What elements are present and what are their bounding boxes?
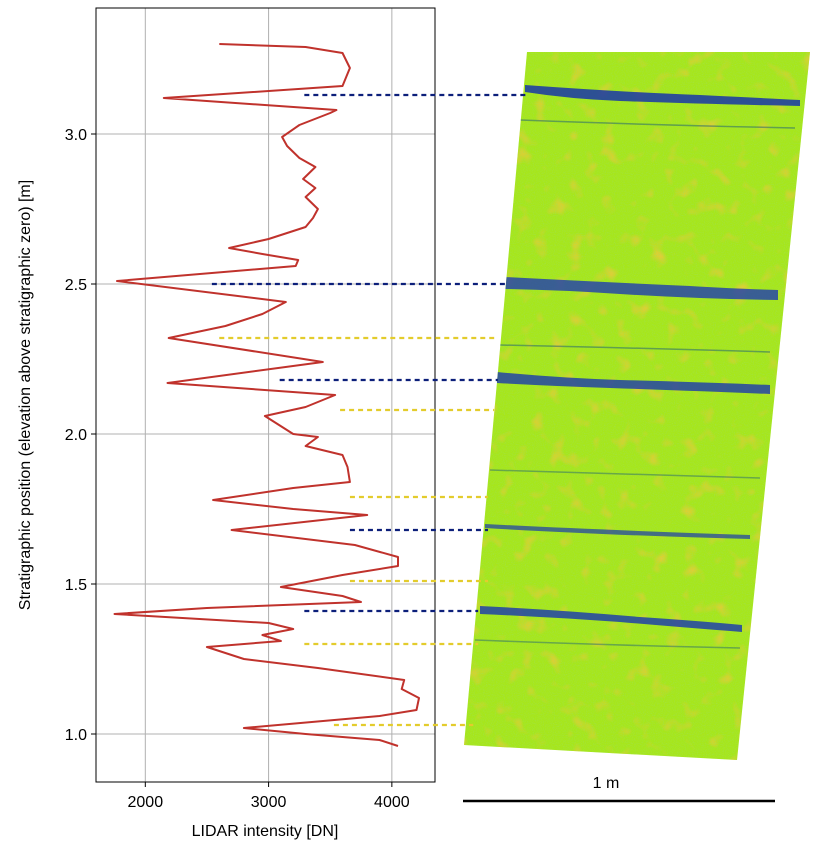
plot-area: 2000 3000 4000 1.0 1.5 2.0 2.5 3.0	[65, 7, 436, 811]
x-axis-label: LIDAR intensity [DN]	[192, 823, 339, 840]
scan-band-1-68	[485, 524, 750, 539]
grid	[96, 8, 435, 782]
plot-frame	[95, 7, 436, 783]
y-tick-label: 2.5	[65, 277, 87, 294]
scan-seam-a	[519, 119, 796, 129]
axis-ticks: 2000 3000 4000 1.0 1.5 2.0 2.5 3.0	[65, 127, 410, 811]
y-tick-label: 3.0	[65, 127, 87, 144]
scan-band-2-50	[505, 277, 778, 300]
scan-band-3-13	[525, 85, 800, 106]
x-tick-label: 3000	[251, 794, 287, 811]
y-tick-label: 1.0	[65, 727, 87, 744]
scan-seam-c	[489, 469, 761, 479]
scan-band-2-18	[497, 372, 770, 394]
scan-seam-b	[499, 344, 771, 353]
x-tick-label: 2000	[128, 794, 164, 811]
scan-noise-layer	[464, 52, 810, 760]
correlation-markers	[211, 93, 528, 727]
y-tick-label: 1.5	[65, 577, 87, 594]
lidar-scan-image	[464, 52, 810, 760]
y-tick-label: 2.0	[65, 427, 87, 444]
series-line-lidar-intensity	[113, 43, 420, 747]
scale-bar-label: 1 m	[593, 775, 620, 792]
scan-band-1-41	[480, 606, 742, 632]
y-axis-label: Stratigraphic position (elevation above …	[17, 180, 34, 610]
x-tick-label: 4000	[374, 794, 410, 811]
scale-bar: 1 m	[463, 775, 775, 803]
scan-seam-d	[474, 639, 741, 649]
